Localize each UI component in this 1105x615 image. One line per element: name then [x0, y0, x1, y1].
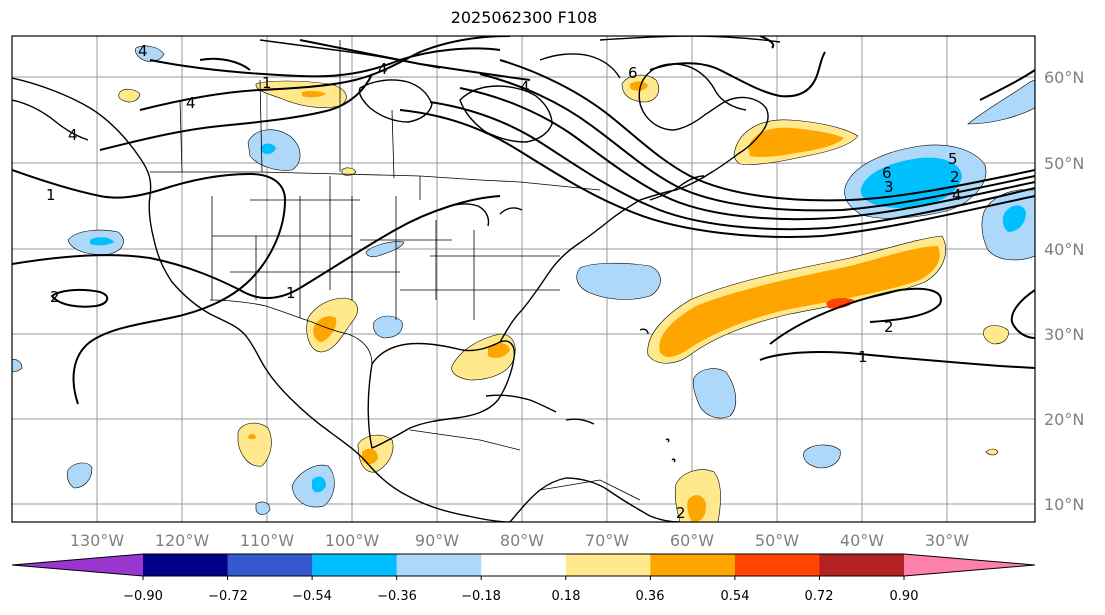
- colorbar-tick-label: −0.18: [461, 589, 501, 604]
- warm-anomaly-shading: [118, 74, 1009, 522]
- colorbar-segment: [396, 554, 482, 576]
- colorbar-tick-label: 0.72: [805, 589, 834, 604]
- colorbar-tick-label: 0.36: [636, 589, 665, 604]
- map-frame: [11, 35, 1036, 523]
- lon-label: 100°W: [325, 531, 380, 550]
- colorbar-extend-low: [12, 554, 143, 576]
- contour-label: 2: [50, 288, 60, 306]
- lon-label: 120°W: [155, 531, 210, 550]
- contour-label: 4: [520, 78, 530, 96]
- colorbar-tick-label: 0.54: [721, 589, 750, 604]
- colorbar: [11, 553, 1036, 580]
- cold-anomaly-shading: [12, 45, 1035, 515]
- colorbar-segment: [650, 554, 736, 576]
- lon-label: 80°W: [500, 531, 544, 550]
- colorbar-extend-high: [904, 554, 1035, 576]
- colorbar-tick-label: −0.72: [208, 589, 248, 604]
- colorbar-segment: [565, 554, 651, 576]
- contour-label: 1: [262, 74, 272, 92]
- contour-label: 2: [950, 168, 960, 186]
- contour-labels: 4 4 4 6 6 5 4 3 2 1 1 1 2 2 2 4 1 4: [46, 42, 962, 522]
- lat-label: 60°N: [1044, 68, 1084, 87]
- colorbar-segment: [819, 554, 905, 576]
- contour-label: 1: [46, 186, 56, 204]
- contour-label: 3: [884, 178, 894, 196]
- latitude-labels: 60°N 50°N 40°N 30°N 20°N 10°N: [1044, 68, 1084, 514]
- lon-label: 130°W: [70, 531, 125, 550]
- colorbar-segment: [481, 554, 567, 576]
- colorbar-tick-label: 0.90: [890, 589, 919, 604]
- lon-label: 70°W: [585, 531, 629, 550]
- colorbar-tick-label: −0.54: [292, 589, 332, 604]
- colorbar-tick-labels: −0.90 −0.72 −0.54 −0.36 −0.18 0.18 0.36 …: [123, 589, 918, 604]
- contour-label: 4: [378, 60, 388, 78]
- colorbar-segment: [312, 554, 398, 576]
- lon-label: 40°W: [840, 531, 884, 550]
- contours: [12, 36, 1035, 405]
- contour-label: 4: [186, 94, 196, 112]
- colorbar-tick-label: −0.90: [123, 589, 163, 604]
- contour-label: 1: [286, 284, 296, 302]
- longitude-labels: 130°W 120°W 110°W 100°W 90°W 80°W 70°W 6…: [70, 531, 969, 550]
- contour-label: 2: [676, 504, 686, 522]
- contour-label: 5: [948, 150, 958, 168]
- colorbar-tick-label: −0.36: [377, 589, 417, 604]
- contour-label: 6: [882, 164, 892, 182]
- contour-label: 4: [138, 42, 148, 60]
- map-title: 2025062300 F108: [450, 8, 598, 27]
- contour-label: 4: [68, 126, 78, 144]
- lon-label: 30°W: [925, 531, 969, 550]
- lat-label: 50°N: [1044, 154, 1084, 173]
- contour-label: 4: [952, 186, 962, 204]
- contour-label: 1: [858, 348, 868, 366]
- lon-label: 110°W: [240, 531, 295, 550]
- lat-label: 40°N: [1044, 240, 1084, 259]
- colorbar-segment: [734, 554, 820, 576]
- lat-label: 10°N: [1044, 495, 1084, 514]
- colorbar-segment: [143, 554, 229, 576]
- contour-label: 6: [628, 64, 638, 82]
- lon-label: 50°W: [755, 531, 799, 550]
- lat-label: 30°N: [1044, 325, 1084, 344]
- lon-label: 90°W: [415, 531, 459, 550]
- lon-label: 60°W: [670, 531, 714, 550]
- colorbar-segment: [227, 554, 313, 576]
- lat-label: 20°N: [1044, 410, 1084, 429]
- contour-label: 2: [884, 318, 894, 336]
- colorbar-tick-label: 0.18: [552, 589, 581, 604]
